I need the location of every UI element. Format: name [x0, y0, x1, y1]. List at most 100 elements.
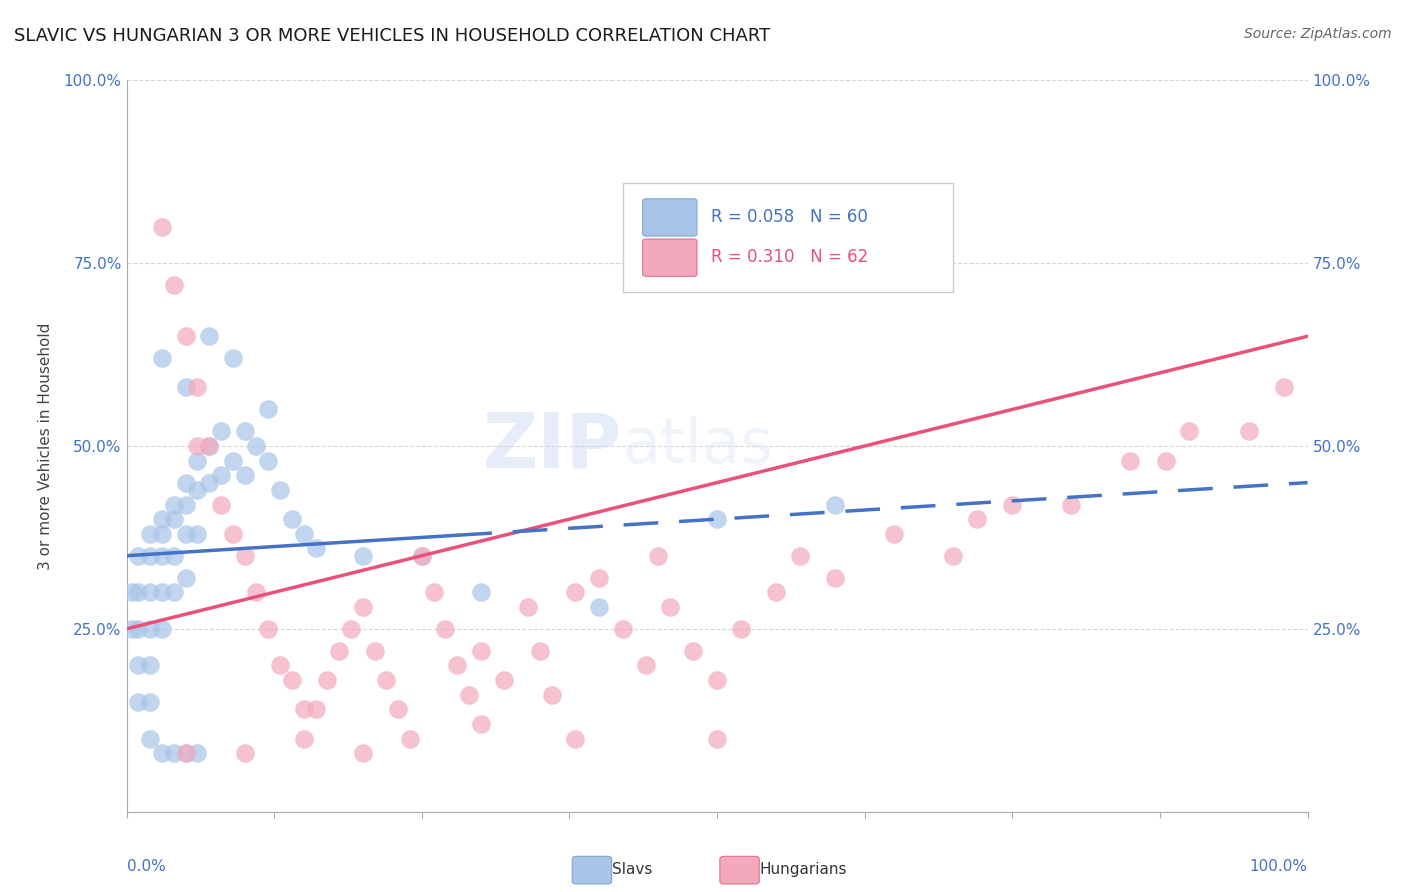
Point	[363, 644, 385, 658]
Text: ZIP: ZIP	[484, 409, 623, 483]
Point	[121, 585, 143, 599]
Point	[139, 585, 162, 599]
Point	[127, 549, 149, 563]
Point	[1178, 425, 1201, 439]
Point	[233, 746, 256, 760]
Point	[1119, 453, 1142, 467]
Point	[1237, 425, 1260, 439]
Point	[647, 549, 669, 563]
Point	[517, 599, 540, 614]
Point	[245, 439, 267, 453]
FancyBboxPatch shape	[623, 183, 953, 293]
Point	[174, 498, 197, 512]
Point	[163, 512, 186, 526]
Point	[540, 688, 562, 702]
Point	[281, 673, 304, 687]
Point	[564, 585, 586, 599]
Point	[824, 571, 846, 585]
Point	[186, 453, 208, 467]
Point	[163, 278, 186, 293]
Point	[588, 571, 610, 585]
Text: Hungarians: Hungarians	[759, 863, 846, 877]
Point	[1001, 498, 1024, 512]
Point	[209, 498, 232, 512]
Point	[139, 731, 162, 746]
Point	[127, 695, 149, 709]
Point	[174, 475, 197, 490]
Point	[150, 351, 173, 366]
Point	[174, 380, 197, 394]
Point	[942, 549, 965, 563]
Point	[186, 483, 208, 497]
FancyBboxPatch shape	[643, 199, 697, 236]
Point	[186, 439, 208, 453]
Point	[730, 622, 752, 636]
Point	[824, 498, 846, 512]
Point	[139, 622, 162, 636]
Point	[121, 622, 143, 636]
Point	[186, 746, 208, 760]
Point	[163, 498, 186, 512]
Point	[209, 468, 232, 483]
Text: R = 0.058   N = 60: R = 0.058 N = 60	[711, 208, 868, 226]
Point	[269, 658, 291, 673]
Point	[222, 351, 245, 366]
Point	[257, 453, 280, 467]
Text: 100.0%: 100.0%	[1250, 859, 1308, 874]
Point	[198, 329, 221, 343]
Point	[198, 439, 221, 453]
Point	[281, 512, 304, 526]
Point	[233, 468, 256, 483]
Point	[316, 673, 339, 687]
Point	[966, 512, 988, 526]
Point	[163, 585, 186, 599]
Text: R = 0.310   N = 62: R = 0.310 N = 62	[711, 248, 869, 267]
Point	[564, 731, 586, 746]
Point	[139, 526, 162, 541]
Point	[257, 622, 280, 636]
Text: 0.0%: 0.0%	[127, 859, 166, 874]
Text: Source: ZipAtlas.com: Source: ZipAtlas.com	[1244, 27, 1392, 41]
Point	[292, 526, 315, 541]
Point	[127, 622, 149, 636]
Point	[174, 571, 197, 585]
Point	[434, 622, 457, 636]
Point	[257, 402, 280, 417]
Point	[304, 541, 326, 556]
Point	[150, 219, 173, 234]
Point	[446, 658, 468, 673]
Point	[304, 702, 326, 716]
Point	[765, 585, 787, 599]
Point	[470, 644, 492, 658]
Text: atlas: atlas	[623, 416, 773, 476]
Point	[458, 688, 481, 702]
Point	[150, 526, 173, 541]
Point	[245, 585, 267, 599]
Point	[706, 512, 728, 526]
Point	[209, 425, 232, 439]
Point	[292, 702, 315, 716]
Point	[411, 549, 433, 563]
Point	[789, 549, 811, 563]
Point	[174, 526, 197, 541]
Point	[127, 585, 149, 599]
Point	[233, 549, 256, 563]
Point	[1060, 498, 1083, 512]
Point	[387, 702, 409, 716]
Text: SLAVIC VS HUNGARIAN 3 OR MORE VEHICLES IN HOUSEHOLD CORRELATION CHART: SLAVIC VS HUNGARIAN 3 OR MORE VEHICLES I…	[14, 27, 770, 45]
Point	[399, 731, 422, 746]
Point	[186, 526, 208, 541]
Point	[706, 731, 728, 746]
Point	[352, 746, 374, 760]
Point	[127, 658, 149, 673]
Point	[198, 475, 221, 490]
Point	[150, 585, 173, 599]
Point	[139, 549, 162, 563]
Point	[150, 549, 173, 563]
Point	[470, 717, 492, 731]
Point	[292, 731, 315, 746]
Point	[658, 599, 681, 614]
Point	[529, 644, 551, 658]
Point	[150, 622, 173, 636]
Point	[883, 526, 905, 541]
